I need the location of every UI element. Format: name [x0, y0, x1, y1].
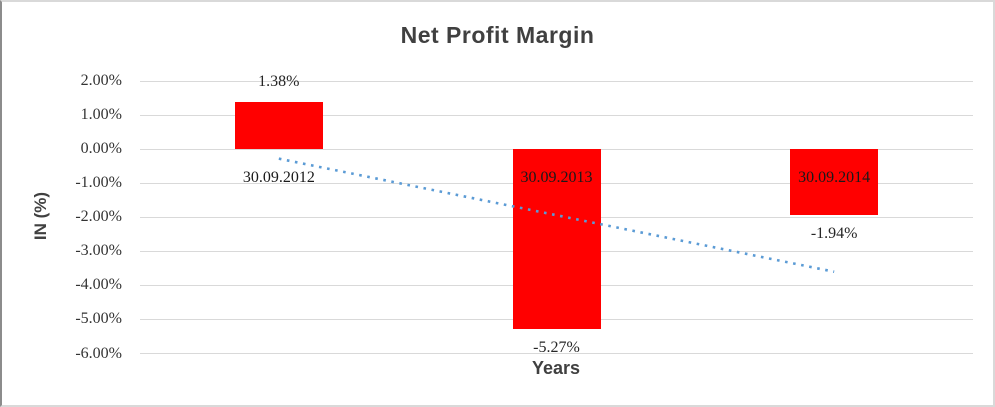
- value-label: -1.94%: [810, 225, 858, 243]
- y-tick-label: 2.00%: [80, 72, 122, 89]
- y-tick-label: -6.00%: [75, 344, 122, 362]
- y-tick-label: -5.00%: [75, 310, 122, 328]
- x-axis-title: Years: [531, 358, 581, 378]
- y-tick-label: -2.00%: [75, 208, 122, 226]
- gridline: [140, 114, 973, 116]
- value-label: -5.27%: [533, 338, 580, 356]
- y-tick-label: -3.00%: [75, 242, 122, 260]
- value-label: 1.38%: [258, 73, 300, 91]
- y-tick-label: -4.00%: [75, 276, 122, 294]
- chart-title: Net Profit Margin: [400, 22, 595, 48]
- y-tick-label: 0.00%: [80, 140, 122, 158]
- gridline: [140, 353, 973, 354]
- category-label: 30.09.2013: [520, 169, 593, 186]
- gridline: [140, 80, 973, 82]
- category-label: 30.09.2012: [242, 169, 315, 186]
- bar-30.09.2012: [234, 102, 323, 150]
- category-label: 30.09.2014: [798, 169, 871, 186]
- y-tick-label: 1.00%: [80, 106, 122, 124]
- y-tick-label: -1.00%: [75, 174, 122, 192]
